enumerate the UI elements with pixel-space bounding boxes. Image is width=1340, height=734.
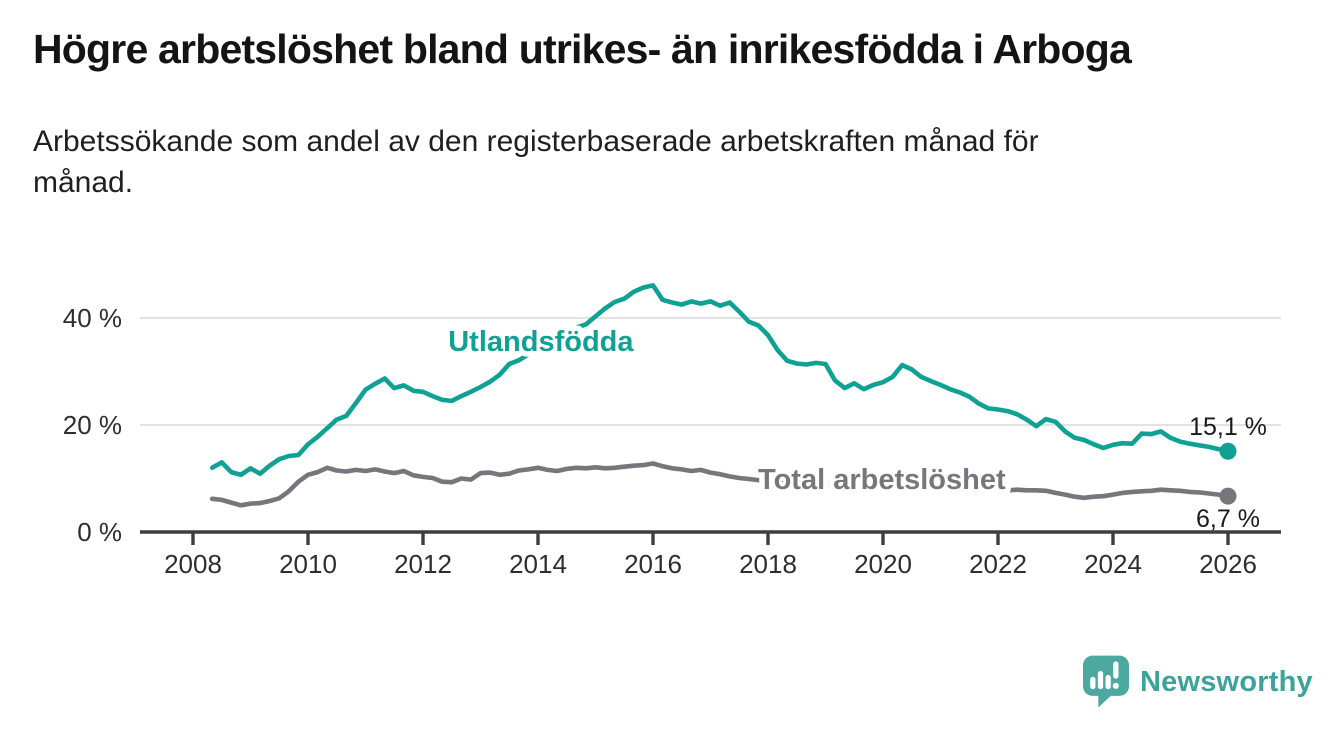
logo-bar-3 — [1105, 674, 1111, 690]
x-tick-label-2016: 2016 — [624, 549, 682, 579]
end-dot-total-arbetsloshet — [1219, 487, 1237, 505]
x-tick-label-2026: 2026 — [1199, 549, 1257, 579]
end-label-total-arbetsloshet: 6,7 % — [1196, 505, 1260, 533]
y-tick-label-0: 0 % — [77, 517, 122, 547]
x-tick-label-2022: 2022 — [969, 549, 1027, 579]
end-label-utlandsfodda: 15,1 % — [1189, 413, 1267, 441]
x-tick-label-2012: 2012 — [394, 549, 452, 579]
x-tick-label-2020: 2020 — [854, 549, 912, 579]
y-tick-label-40: 40 % — [63, 303, 122, 333]
x-tick-label-2014: 2014 — [509, 549, 567, 579]
series-label-total-arbetsloshet: Total arbetslöshet — [758, 464, 1006, 496]
x-tick-label-2008: 2008 — [164, 549, 222, 579]
series-label-utlandsfodda: Utlandsfödda — [448, 326, 634, 358]
logo-exclamation-dot — [1112, 682, 1119, 689]
line-total-arbetsloshet — [209, 461, 1231, 508]
x-tick-label-2018: 2018 — [739, 549, 797, 579]
y-tick-label-20: 20 % — [63, 410, 122, 440]
end-dot-utlandsfodda — [1219, 442, 1237, 460]
logo-bar-2 — [1097, 670, 1104, 690]
x-tick-label-2024: 2024 — [1084, 549, 1142, 579]
newsworthy-wordmark: Newsworthy — [1140, 665, 1313, 698]
x-tick-label-2010: 2010 — [279, 549, 337, 579]
chart-subtitle: Arbetssökande som andel av den registerb… — [33, 125, 1039, 199]
line-utlandsfodda — [209, 283, 1231, 478]
newsworthy-branding: Newsworthy — [1083, 655, 1313, 709]
logo-bar-1 — [1090, 676, 1096, 690]
chart-title: Högre arbetslöshet bland utrikes- än inr… — [33, 26, 1132, 72]
logo-exclamation-bar — [1113, 661, 1119, 679]
newsworthy-logo-icon — [1083, 655, 1129, 708]
